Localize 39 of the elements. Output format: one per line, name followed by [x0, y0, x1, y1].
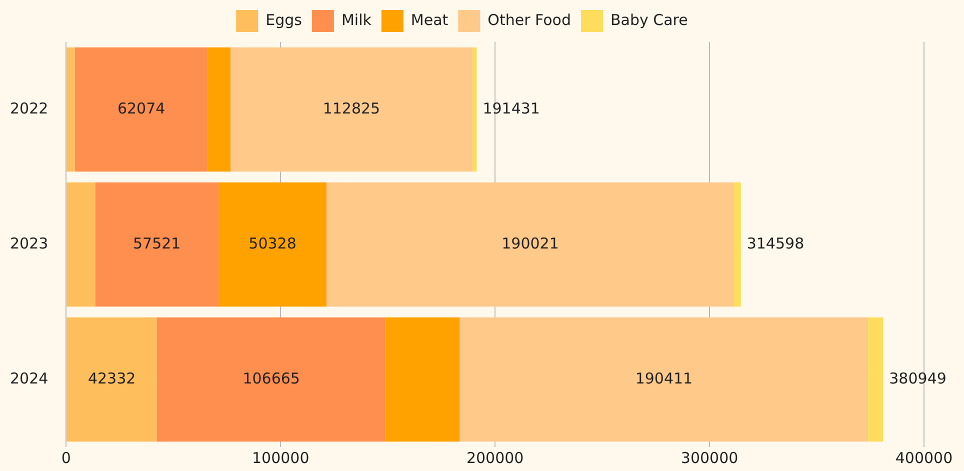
x-tick-label: 300000 — [680, 448, 738, 467]
data-label: 57521 — [133, 234, 181, 252]
data-label: 190021 — [502, 234, 559, 252]
bar — [208, 47, 230, 172]
bar — [386, 317, 460, 442]
legend-label: Other Food — [488, 10, 571, 29]
bar — [230, 47, 472, 172]
data-label: 42332 — [88, 369, 136, 388]
legend-label: Baby Care — [610, 10, 688, 29]
bar — [74, 47, 208, 172]
bar — [326, 182, 734, 307]
bar — [472, 47, 477, 172]
y-tick-label: 2022 — [10, 99, 48, 118]
bar — [218, 182, 326, 307]
bar — [66, 182, 96, 307]
x-tick-label: 400000 — [895, 448, 953, 467]
bar — [734, 182, 741, 307]
total-label: 380949 — [889, 369, 946, 388]
x-tick-label: 100000 — [252, 448, 310, 467]
data-label: 106665 — [242, 369, 300, 388]
bar — [156, 317, 386, 442]
legend-label: Milk — [341, 10, 372, 29]
data-label: 62074 — [117, 99, 166, 118]
y-tick-label: 2023 — [10, 234, 48, 252]
data-label: 50328 — [248, 234, 296, 252]
total-label: 191431 — [482, 99, 540, 118]
bar — [95, 182, 219, 307]
bar — [66, 317, 157, 442]
x-tick-label: 0 — [61, 448, 71, 467]
bar — [868, 317, 884, 442]
data-label: 112825 — [322, 99, 380, 118]
legend-label: Eggs — [266, 10, 302, 29]
bar — [66, 47, 75, 172]
total-label: 314598 — [746, 234, 804, 252]
x-tick-label: 200000 — [466, 448, 524, 467]
bar — [460, 317, 868, 442]
data-label: 190411 — [635, 369, 693, 388]
y-tick-label: 2024 — [10, 369, 48, 388]
legend-label: Meat — [410, 10, 448, 29]
